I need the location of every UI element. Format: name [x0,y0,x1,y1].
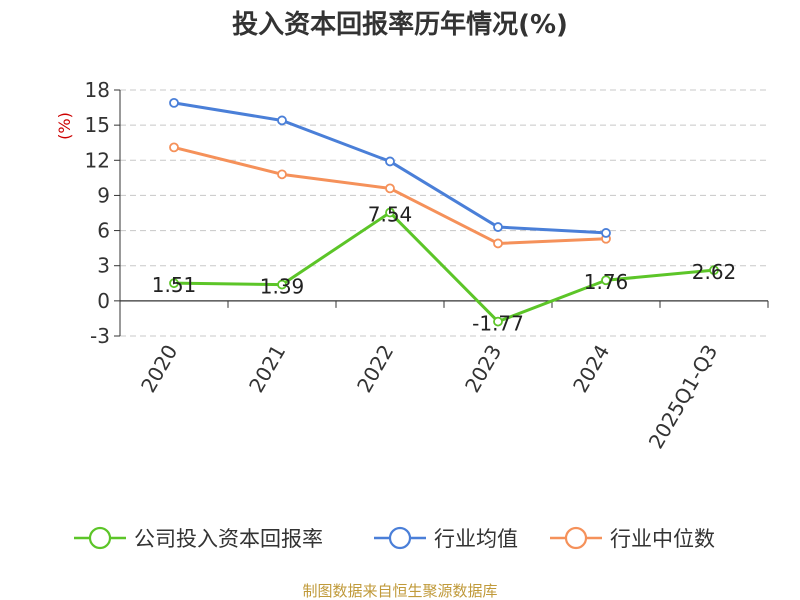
y-tick-label: 15 [85,113,110,137]
legend-swatch-marker [88,526,112,550]
y-tick-label: -3 [90,324,110,348]
data-point [385,183,395,194]
x-tick-label: 2022 [352,341,398,397]
y-axis-unit: (%) [55,112,74,140]
x-tick-label: 2024 [568,341,614,397]
source-note: 制图数据来自恒生聚源数据库 [302,582,497,600]
x-tick-label: 2020 [136,341,182,397]
data-point [169,97,179,108]
y-tick-label: 9 [97,183,110,207]
legend-label: 行业均值 [434,527,518,551]
data-point [493,238,503,249]
legend-swatch-marker [388,526,412,550]
data-point [169,278,179,289]
y-tick-label: 0 [97,289,110,313]
legend-label: 行业中位数 [610,527,715,551]
data-labels: 1.51 1.39 7.54 -1.77 1.76 2.62 [152,203,737,336]
data-point [709,265,719,276]
data-label: 7.54 [368,203,413,227]
data-point [601,228,611,238]
grid [120,89,768,337]
series-line-0 [173,211,715,324]
data-label: 1.76 [584,270,629,294]
y-tick-label: 12 [85,148,110,172]
legend-label: 公司投入资本回报率 [134,527,323,551]
data-point [601,275,611,286]
x-tick-label: 2025Q1-Q3 [644,341,723,453]
series-group [169,97,719,327]
data-point [385,156,395,167]
x-tick-label: 2023 [460,341,506,397]
data-point [277,279,287,290]
legend: 公司投入资本回报率 行业均值 行业中位数 [74,526,715,551]
chart-title: 投入资本回报率历年情况(%) [232,9,568,40]
data-label: 1.39 [260,275,305,299]
data-label: 2.62 [692,260,737,284]
data-point [277,169,287,180]
y-tick-label: 3 [97,254,110,278]
data-point [169,142,179,153]
data-point [493,316,503,327]
data-label: 1.51 [152,273,197,297]
data-point [385,207,395,218]
legend-swatch-marker [564,526,588,550]
y-tick-label: 6 [97,219,110,243]
x-tick-label: 2021 [244,341,290,397]
data-point [277,115,287,126]
data-point [493,222,503,232]
data-label: -1.77 [472,312,524,336]
y-tick-label: 18 [85,78,110,102]
